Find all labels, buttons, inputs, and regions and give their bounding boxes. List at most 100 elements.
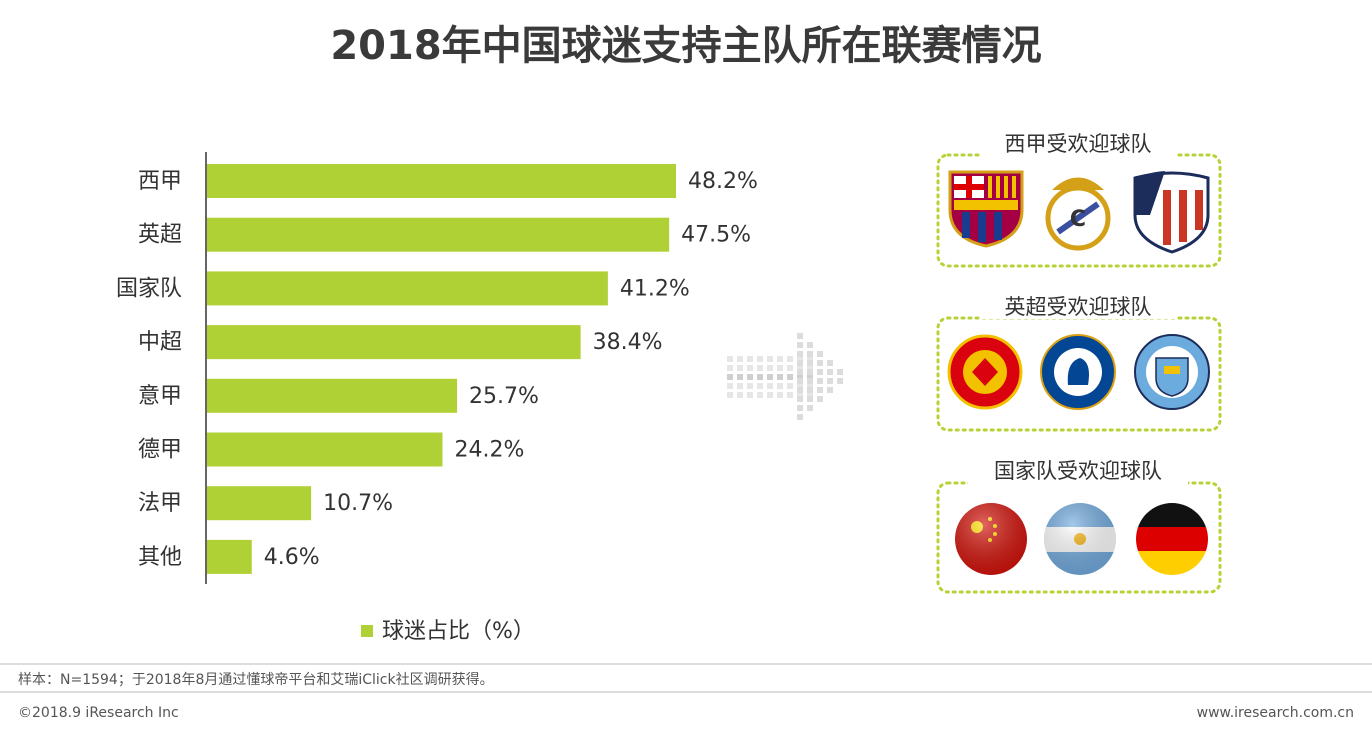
arrow-dot	[797, 374, 803, 380]
legend-swatch	[361, 625, 373, 637]
arrow-dot	[767, 356, 773, 362]
logo-glyph: C	[1070, 207, 1086, 232]
arrow-dot	[797, 383, 803, 389]
legend-label: 球迷占比（%）	[382, 619, 535, 644]
arrow-dot	[737, 365, 743, 371]
arrow-dot	[797, 360, 803, 366]
value-label: 47.5%	[681, 223, 751, 248]
bar	[207, 539, 252, 574]
value-label: 41.2%	[620, 276, 690, 301]
arrow-dot	[737, 383, 743, 389]
value-label: 48.2%	[688, 169, 758, 194]
arrow-dot	[727, 356, 733, 362]
arrow-dot	[807, 387, 813, 393]
value-label: 25.7%	[469, 384, 539, 409]
arrow-dot	[747, 374, 753, 380]
category-label: 中超	[138, 330, 182, 355]
arrow-dot	[827, 360, 833, 366]
arrow-dot	[767, 374, 773, 380]
logo-barcelona	[948, 170, 1024, 248]
arrow-dot	[787, 365, 793, 371]
arrow-dot	[737, 356, 743, 362]
flag-argentina	[1044, 503, 1116, 575]
value-label: 10.7%	[323, 491, 393, 516]
category-label: 英超	[138, 223, 182, 248]
arrow-dot	[817, 351, 823, 357]
logo-real-madrid: C	[1045, 177, 1111, 251]
arrow-dot	[727, 392, 733, 398]
arrow-dot	[827, 369, 833, 375]
arrow-dot	[797, 365, 803, 371]
arrow-dot	[807, 396, 813, 402]
panel-title-bg	[980, 135, 1176, 157]
arrow-dot	[797, 333, 803, 339]
bar	[207, 325, 581, 360]
arrow-dot	[827, 378, 833, 384]
arrow-decoration	[727, 333, 843, 420]
arrow-dot	[727, 383, 733, 389]
logo-manchester-united	[947, 334, 1023, 410]
bar	[207, 164, 676, 198]
arrow-dot	[797, 414, 803, 420]
website: www.iresearch.com.cn	[1197, 705, 1354, 721]
arrow-dot	[817, 360, 823, 366]
arrow-dot	[787, 374, 793, 380]
arrow-dot	[757, 374, 763, 380]
arrow-dot	[827, 387, 833, 393]
copyright: ©2018.9 iResearch Inc	[18, 705, 179, 721]
arrow-dot	[747, 365, 753, 371]
panel-frame	[936, 153, 1222, 268]
arrow-dot	[757, 383, 763, 389]
arrow-dot	[797, 351, 803, 357]
arrow-dot	[807, 405, 813, 411]
arrow-dot	[757, 365, 763, 371]
arrow-dot	[807, 374, 813, 380]
arrow-dot	[797, 356, 803, 362]
arrow-dot	[757, 392, 763, 398]
logo-chelsea	[1040, 334, 1116, 410]
arrow-dot	[837, 378, 843, 384]
arrow-dot	[747, 383, 753, 389]
arrow-dot	[807, 342, 813, 348]
arrow-dot	[807, 383, 813, 389]
panel-title: 国家队受欢迎球队	[994, 459, 1162, 483]
arrow-dot	[807, 378, 813, 384]
arrow-dot	[767, 365, 773, 371]
bar	[207, 271, 608, 306]
flag-china	[955, 503, 1027, 575]
category-label: 国家队	[116, 276, 182, 301]
arrow-dot	[767, 392, 773, 398]
bar	[207, 486, 312, 521]
arrow-dot	[797, 387, 803, 393]
category-label: 德甲	[138, 438, 182, 463]
arrow-dot	[797, 369, 803, 375]
arrow-dot	[747, 392, 753, 398]
category-label: 法甲	[138, 491, 182, 516]
arrow-dot	[807, 356, 813, 362]
arrow-dot	[807, 369, 813, 375]
arrow-dot	[797, 392, 803, 398]
arrow-dot	[817, 378, 823, 384]
arrow-dot	[777, 392, 783, 398]
category-label: 意甲	[138, 384, 182, 409]
arrow-dot	[837, 369, 843, 375]
value-label: 38.4%	[593, 330, 663, 355]
panel-title: 英超受欢迎球队	[1005, 295, 1152, 319]
panel-title: 西甲受欢迎球队	[1005, 132, 1152, 156]
footnote: 样本：N=1594；于2018年8月通过懂球帝平台和艾瑞iClick社区调研获得…	[18, 671, 494, 688]
arrow-dot	[807, 360, 813, 366]
bar	[207, 217, 670, 252]
page-title: 2018年中国球迷支持主队所在联赛情况	[330, 23, 1041, 69]
arrow-dot	[797, 342, 803, 348]
arrow-dot	[787, 392, 793, 398]
arrow-dot	[817, 369, 823, 375]
arrow-dot	[807, 351, 813, 357]
arrow-dot	[727, 374, 733, 380]
arrow-dot	[767, 383, 773, 389]
arrow-dot	[777, 374, 783, 380]
arrow-dot	[727, 365, 733, 371]
arrow-dot	[757, 356, 763, 362]
category-label: 其他	[138, 545, 182, 570]
arrow-dot	[807, 392, 813, 398]
